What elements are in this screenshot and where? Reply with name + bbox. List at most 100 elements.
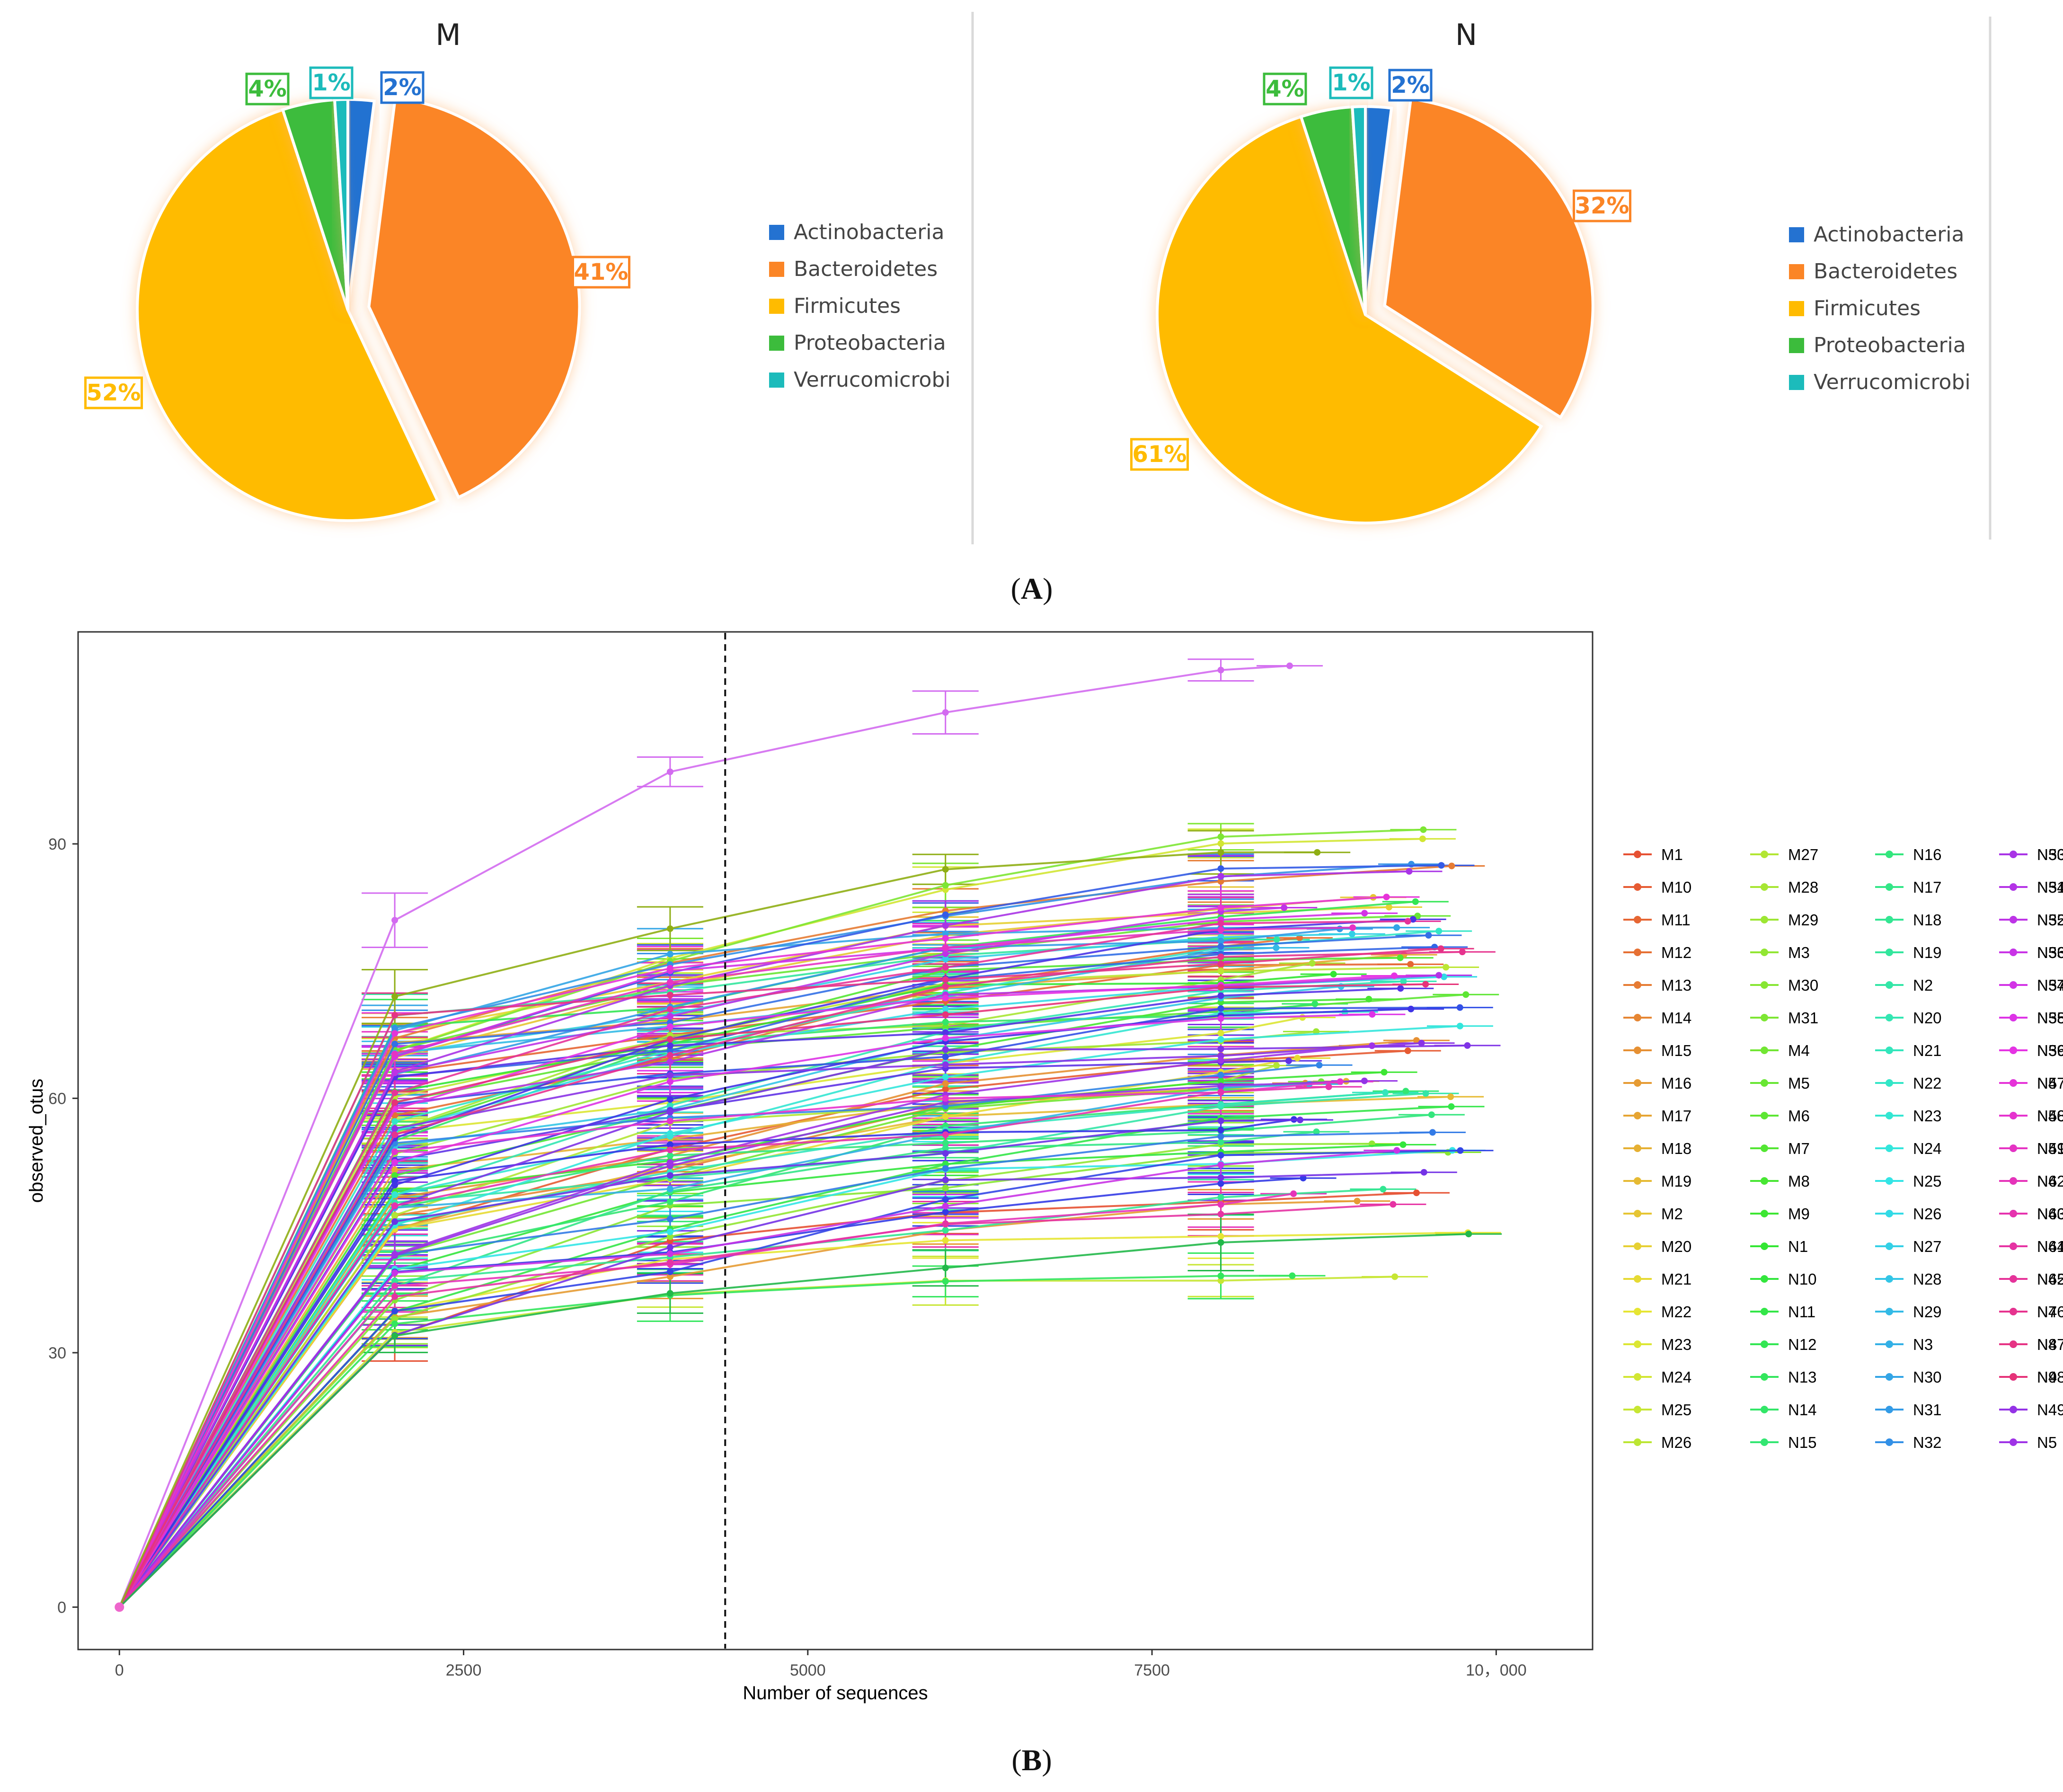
curve-point — [1448, 1103, 1455, 1110]
legend-key-point — [1886, 1373, 1893, 1381]
legend-entry-label: M20 — [1661, 1238, 1691, 1255]
legend-entry-label: N38 — [2037, 1009, 2063, 1027]
curve-point — [391, 1099, 398, 1106]
legend-entry-label: N23 — [1913, 1107, 1942, 1125]
curve-point — [942, 1237, 949, 1244]
legend-key-point — [2010, 1112, 2017, 1119]
curve-point — [1217, 1029, 1224, 1037]
rarefaction-curves — [115, 662, 1472, 1612]
rarefaction-curve — [118, 926, 1353, 1608]
rarefaction-curve — [118, 1013, 1372, 1608]
legend-key-point — [1886, 1014, 1893, 1021]
legend-entry-label: N53 — [2037, 944, 2063, 961]
legend-key-point — [1886, 1406, 1893, 1413]
legend-entry-label: N16 — [1913, 846, 1942, 863]
curve-point — [1361, 1077, 1368, 1084]
curves-legend: M1 M10 M11 M12 M13 M14 M15 M16 M17 M18 M19 M2 M20 M21… — [1623, 846, 2063, 1451]
curve-point — [1289, 1272, 1296, 1279]
pieN-pct-label-verrucomicrobi: 1% — [1332, 70, 1371, 96]
legend-swatch — [1789, 264, 1804, 279]
curve-point — [1456, 1004, 1463, 1011]
legend-key-point — [1886, 851, 1893, 858]
legend-entry-label: M15 — [1661, 1042, 1691, 1059]
legend-entry-label: N52 — [2037, 911, 2063, 929]
curve-point — [1217, 1101, 1224, 1109]
curve-point — [666, 1118, 673, 1125]
legend-swatch — [1789, 375, 1804, 390]
x-tick-label: 5000 — [790, 1661, 826, 1679]
rarefaction-curve — [118, 951, 1462, 1608]
rarefaction-curve — [118, 1025, 1461, 1608]
curve-point — [666, 1273, 673, 1280]
curve-point — [666, 925, 673, 932]
legend-entry-label: N8 — [2037, 1336, 2057, 1353]
curve-point — [391, 1159, 398, 1166]
curve-point — [391, 1125, 398, 1132]
legend-entry-label: M24 — [1661, 1368, 1691, 1386]
legend-key-point — [2010, 1406, 2017, 1413]
rarefaction-curve — [118, 974, 1439, 1608]
legend-key-point — [1761, 1242, 1768, 1250]
legend-entry-label: M2 — [1661, 1205, 1683, 1223]
rarefaction-curve — [118, 987, 1401, 1608]
y-axis-title: observed_otus — [26, 1079, 47, 1203]
curve-point — [1437, 945, 1444, 952]
curve-point — [1382, 1089, 1389, 1096]
legend-key-point — [1761, 949, 1768, 956]
curve-point — [1217, 926, 1224, 933]
rarefaction-curve — [118, 1065, 1277, 1608]
curve-point — [1217, 1233, 1224, 1240]
rarefaction-curve — [118, 1143, 1372, 1608]
legend-label: Actinobacteria — [794, 220, 944, 244]
rarefaction-curve — [118, 1149, 1461, 1608]
legend-entry-label: M9 — [1788, 1205, 1810, 1223]
curve-point — [1217, 1133, 1224, 1140]
legend-entry-label: M31 — [1788, 1009, 1818, 1027]
curve-point — [1217, 992, 1224, 999]
legend-entry-label: N25 — [1913, 1172, 1942, 1190]
curve-point — [666, 1215, 673, 1223]
curve-point — [942, 911, 949, 918]
curve-point — [1217, 1239, 1224, 1246]
legend-entry-label: N24 — [1913, 1140, 1942, 1157]
curve-point — [1414, 913, 1421, 920]
curve-point — [942, 1053, 949, 1060]
curve-point — [1217, 920, 1224, 927]
curve-point — [942, 1113, 949, 1120]
curve-point — [1406, 868, 1413, 875]
legend-entry-label: N62 — [2037, 1270, 2063, 1288]
pie-n-labels: 2% 32% 61% 4% 1% — [1130, 66, 1631, 471]
legend-entry-label: M28 — [1788, 878, 1818, 896]
legend-key-point — [1886, 1177, 1893, 1185]
legend-key-point — [1886, 1308, 1893, 1315]
curve-point — [942, 950, 949, 958]
curve-point — [666, 1036, 673, 1043]
curve-point — [942, 976, 949, 983]
legend-label: Actinobacteria — [1814, 222, 1964, 247]
curve-point — [666, 1233, 673, 1240]
curve-point — [1217, 943, 1224, 950]
legend-swatch — [769, 373, 784, 388]
curve-point — [942, 1029, 949, 1036]
y-tick-label: 30 — [48, 1344, 66, 1362]
legend-entry-label: M5 — [1788, 1074, 1810, 1092]
origin-point — [115, 1602, 124, 1612]
curve-point — [1294, 1055, 1301, 1062]
curve-point — [1464, 1042, 1471, 1049]
legend-key-point — [1886, 981, 1893, 989]
pieM-pct-label-verrucomicrobi: 1% — [312, 70, 351, 96]
curve-point — [942, 1208, 949, 1215]
curve-point — [942, 1196, 949, 1203]
legend-entry-label: M19 — [1661, 1172, 1691, 1190]
curve-point — [1365, 995, 1372, 1002]
legend-entry-label: M6 — [1788, 1107, 1810, 1125]
legend-entry-label: M3 — [1788, 944, 1810, 961]
curve-point — [1390, 1201, 1397, 1208]
curve-point — [1217, 1194, 1224, 1201]
curve-point — [942, 1144, 949, 1152]
curve-point — [666, 1109, 673, 1116]
curve-point — [942, 1227, 949, 1234]
legend-key-point — [2010, 1340, 2017, 1348]
curve-point — [391, 1320, 398, 1327]
curve-point — [942, 964, 949, 971]
